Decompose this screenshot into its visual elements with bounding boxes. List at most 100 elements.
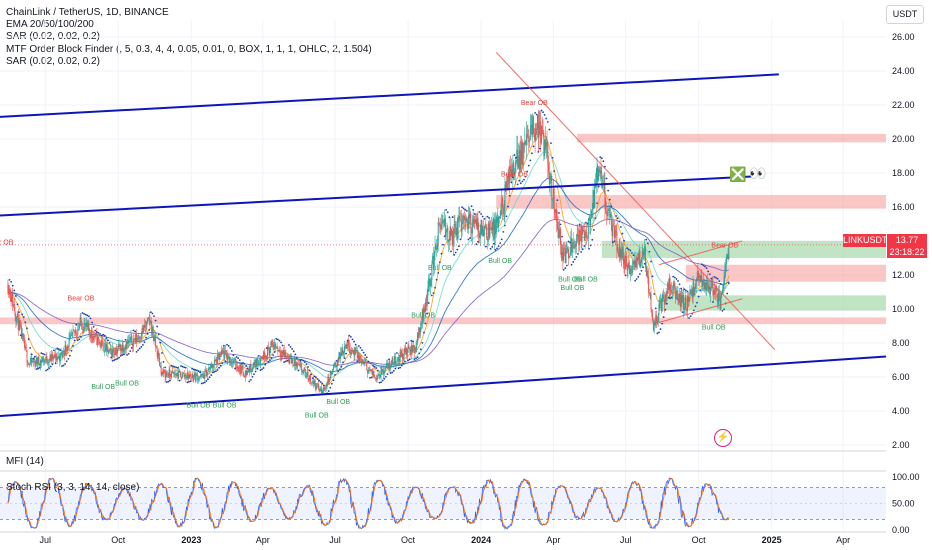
stoch-rsi-pane: 100.00 50.00 0.00 xyxy=(0,472,920,535)
candle-body xyxy=(633,261,635,265)
sar-dot xyxy=(664,308,667,311)
y-tick-label: 22.00 xyxy=(892,100,915,110)
lightning-bolt-icon[interactable]: ⚡ xyxy=(714,429,732,447)
candle-body xyxy=(109,348,111,349)
candle-body xyxy=(58,355,60,358)
candle-body xyxy=(631,272,633,273)
sar-dot xyxy=(446,211,449,214)
sar-dot xyxy=(670,296,673,299)
candle-body xyxy=(471,222,473,234)
candle-body xyxy=(164,370,166,378)
candle-body xyxy=(74,330,76,333)
stoch-rsi-legend[interactable]: Stoch RSI (3, 3, 14, 14, close) xyxy=(6,482,140,493)
candle-body xyxy=(224,350,226,352)
sar-dot xyxy=(254,370,257,373)
sar-dot xyxy=(580,251,583,253)
sar-dot xyxy=(226,343,228,346)
sar-dot xyxy=(311,377,314,380)
candle-body xyxy=(346,345,348,349)
candle-body xyxy=(434,245,436,254)
candle-body xyxy=(102,342,104,351)
candle-body xyxy=(214,360,216,361)
candle-body xyxy=(613,225,615,227)
candle-body xyxy=(652,320,654,331)
candle-body xyxy=(113,352,115,354)
candle-body xyxy=(382,369,384,371)
candle-body xyxy=(406,352,408,356)
candle-body xyxy=(175,375,177,377)
sar-dot xyxy=(523,178,525,181)
time-axis[interactable]: Jul Oct 2023 Apr Jul Oct 2024 Apr Jul Oct 2025 Apr xyxy=(39,535,850,545)
candle-body xyxy=(343,352,345,354)
candle-body xyxy=(318,387,320,390)
candle-body xyxy=(110,348,112,351)
candle-body xyxy=(614,230,616,238)
candle-body xyxy=(719,298,721,310)
candle-body xyxy=(401,353,403,358)
currency-selector[interactable]: USDT xyxy=(886,5,924,24)
candle-body xyxy=(262,357,264,360)
x-tick-label: Apr xyxy=(836,535,850,545)
candle-body xyxy=(661,297,663,312)
mfi-legend[interactable]: MFI (14) xyxy=(6,456,44,467)
candle-body xyxy=(360,358,362,364)
price-axis[interactable]: 26.0024.0022.0020.0018.0016.0014.0012.00… xyxy=(892,32,915,450)
candle-body xyxy=(85,323,87,327)
candle-body xyxy=(153,336,155,342)
sar-dot xyxy=(440,252,443,255)
candle-body xyxy=(460,220,462,232)
candle-body xyxy=(182,373,184,375)
sar-dot xyxy=(573,258,576,261)
sar-dot xyxy=(423,331,425,334)
candle-body xyxy=(46,356,48,363)
sar-dot xyxy=(546,120,549,123)
candle-body xyxy=(265,355,267,359)
candle-body xyxy=(185,375,187,379)
legend-mtf-order-block[interactable]: MTF Order Block Finder (, 5, 0.3, 4, 4, … xyxy=(6,43,372,55)
candle-body xyxy=(92,336,94,341)
candle-body xyxy=(206,371,208,377)
candle-body xyxy=(30,357,32,363)
candle-body xyxy=(215,359,217,361)
candle-body xyxy=(224,351,226,358)
sar-dot xyxy=(286,359,289,362)
candle-body xyxy=(312,380,314,383)
legend-ema[interactable]: EMA 20/50/100/200 xyxy=(6,19,94,31)
legend-symbol[interactable]: ChainLink / TetherUS, 1D, BINANCE xyxy=(6,7,169,18)
trendlines[interactable] xyxy=(0,51,887,418)
sar-dot xyxy=(665,302,668,305)
sar-dot xyxy=(319,381,322,383)
candle-body xyxy=(250,364,252,370)
candle-body xyxy=(673,283,675,287)
candle-body xyxy=(165,372,167,378)
sar-dot xyxy=(685,289,687,292)
candle-body xyxy=(294,358,296,367)
candle-body xyxy=(698,275,700,278)
candle-body xyxy=(177,373,179,379)
candle-body xyxy=(425,302,427,307)
candle-body xyxy=(146,321,148,327)
sar-dot xyxy=(602,160,605,163)
candle-body xyxy=(523,143,525,145)
sar-dot xyxy=(365,356,368,359)
sar-dot xyxy=(257,354,260,357)
candle-body xyxy=(197,374,199,381)
sar-dot xyxy=(292,350,295,353)
candle-body xyxy=(538,123,540,138)
candle-body xyxy=(39,360,41,367)
sar-dot xyxy=(302,359,305,362)
sar-dot xyxy=(448,216,451,219)
candle-body xyxy=(161,371,163,375)
sar-dot xyxy=(276,338,279,341)
sar-dot xyxy=(492,242,495,245)
sar-dot xyxy=(588,247,590,250)
candle-body xyxy=(540,121,542,144)
candle-body xyxy=(378,374,380,378)
candle-body xyxy=(155,335,157,347)
sar-dot xyxy=(623,239,625,242)
candle-body xyxy=(127,341,129,344)
bull-ob-label: Bull OB xyxy=(213,403,237,410)
sar-dot xyxy=(102,333,105,336)
legend-sar-second[interactable]: SAR (0.02, 0.02, 0.2) xyxy=(6,55,100,67)
